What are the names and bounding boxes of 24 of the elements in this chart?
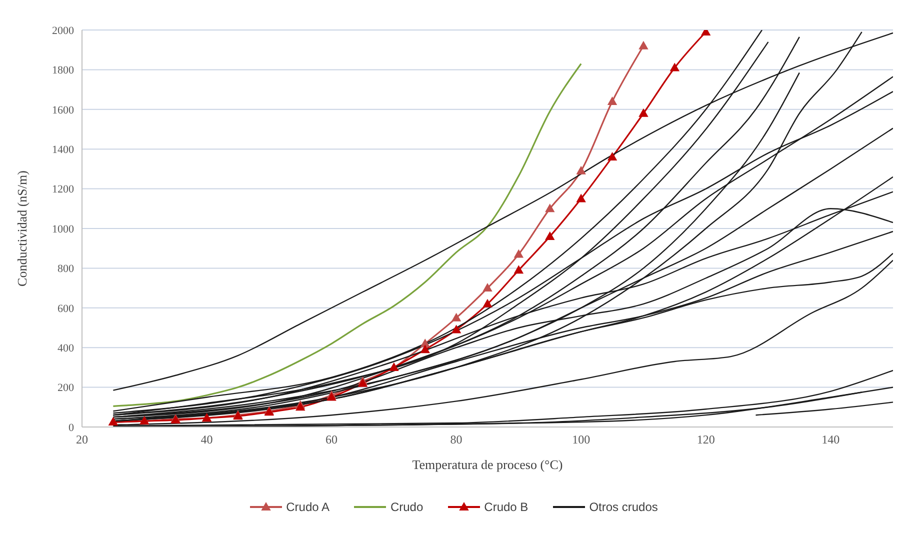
legend-label: Crudo A: [286, 500, 330, 514]
y-tick-label: 1600: [52, 104, 74, 116]
y-tick-label: 200: [58, 382, 74, 394]
y-axis-title: Conductividad (nS/m): [14, 170, 30, 286]
y-tick-label: 800: [58, 263, 74, 276]
y-tick-label: 1000: [52, 223, 74, 236]
y-tick-label: 2000: [52, 24, 74, 37]
x-tick-label: 120: [696, 432, 715, 447]
x-tick-label: 20: [76, 432, 88, 447]
y-tick-label: 400: [58, 342, 74, 355]
x-tick-label: 100: [572, 432, 590, 447]
y-tick-label: 1200: [52, 184, 74, 196]
x-tick-label: 80: [450, 432, 462, 447]
legend-label: Otros crudos: [589, 500, 658, 514]
y-tick-label: 1800: [52, 64, 74, 77]
y-tick-label: 0: [68, 422, 74, 434]
x-axis-title: Temperatura de proceso (°C): [412, 457, 563, 472]
y-tick-label: 1400: [52, 144, 74, 156]
x-tick-label: 140: [822, 432, 840, 447]
legend-label: Crudo: [390, 500, 424, 514]
legend-label: Crudo B: [484, 500, 528, 514]
x-tick-label: 40: [200, 432, 213, 447]
y-tick-label: 600: [58, 302, 74, 315]
x-tick-label: 60: [326, 432, 338, 447]
